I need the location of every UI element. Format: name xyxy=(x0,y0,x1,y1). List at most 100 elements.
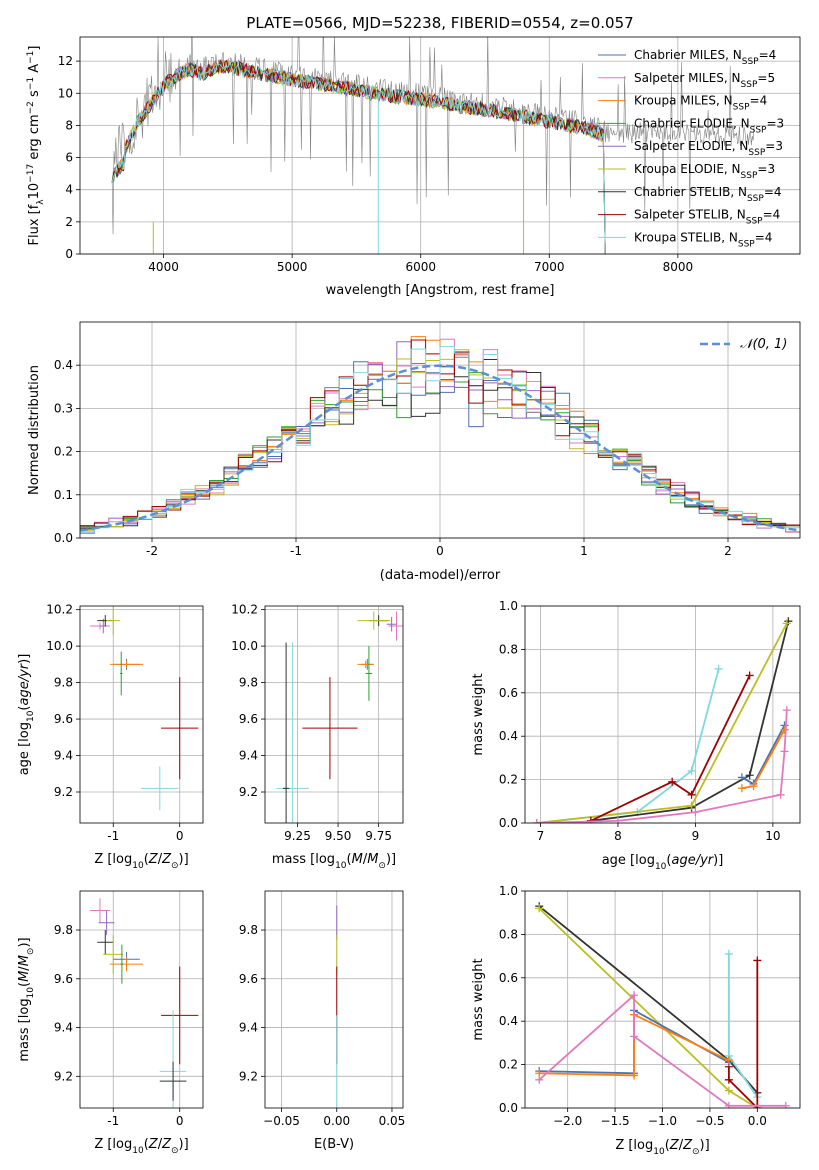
x-tick-label: -1 xyxy=(107,829,119,843)
mass-weight-line xyxy=(536,710,788,823)
x-tick-label: −0.05 xyxy=(263,1114,300,1128)
y-tick-label: 10.0 xyxy=(231,639,258,653)
y-tick-label: 0.8 xyxy=(499,927,518,941)
x-tick-label: 7000 xyxy=(534,260,565,274)
mass-weight-marker xyxy=(724,1101,733,1108)
y-tick-label: 0 xyxy=(65,247,73,261)
y-tick-label: 9.6 xyxy=(54,712,73,726)
mass-weight-marker xyxy=(724,1086,733,1095)
plot-area xyxy=(89,606,199,811)
legend-entry: 𝒩(0, 1) xyxy=(740,337,787,352)
y-tick-label: 0.0 xyxy=(499,816,518,830)
x-tick-label: −1.5 xyxy=(601,1114,630,1128)
y-tick-label: 9.6 xyxy=(239,972,258,986)
y-tick-label: 0.8 xyxy=(499,642,518,656)
mass-weight-marker xyxy=(745,671,754,680)
y-tick-label: 4 xyxy=(65,183,73,197)
y-tick-label: 9.6 xyxy=(54,972,73,986)
grid xyxy=(265,606,403,823)
mass-weight-marker xyxy=(724,949,733,958)
y-tick-label: 0.4 xyxy=(54,358,73,372)
x-axis-label: Z [log10(Z/Z⊙)] xyxy=(94,1137,188,1156)
axes-frame xyxy=(79,605,204,824)
x-tick-label: 10 xyxy=(765,829,780,843)
axes-frame xyxy=(524,890,801,1109)
y-tick-label: 10.2 xyxy=(231,603,258,617)
spectrum-panel: 4000 5000 6000 7000 8000 0 2 4 6 8 10 12 wavelength … xyxy=(26,36,801,298)
y-tick-label: 1.0 xyxy=(499,599,518,613)
y-tick-label: 0.0 xyxy=(54,531,73,545)
y-tick-label: 1.0 xyxy=(499,884,518,898)
legend-entry: Chabrier MILES, NSSP=4 xyxy=(634,48,776,67)
mass-weight-line xyxy=(539,1013,730,1077)
mass-weight-marker xyxy=(780,725,789,734)
legend-entry: Salpeter MILES, NSSP=5 xyxy=(634,71,775,90)
y-tick-label: 2 xyxy=(65,215,73,229)
plot-area xyxy=(535,902,790,1108)
x-tick-label: 8 xyxy=(614,829,622,843)
grid xyxy=(525,890,800,1109)
y-tick-label: 9.2 xyxy=(239,785,258,799)
y-tick-label: 10.0 xyxy=(46,639,73,653)
x-axis-label: wavelength [Angstrom, rest frame] xyxy=(326,283,555,298)
mass-weight-marker xyxy=(745,771,754,780)
y-tick-label: 9.2 xyxy=(54,1069,73,1083)
histogram-panel: -2 -1 0 1 2 0.0 0.1 0.2 0.3 0.4 (data-model)/error… xyxy=(27,321,801,583)
mass-weight-line xyxy=(538,907,758,1108)
x-tick-label: -2 xyxy=(146,544,158,558)
y-tick-label: 12 xyxy=(58,54,73,68)
mass-weight-marker xyxy=(737,773,746,782)
mass-weight-marker xyxy=(781,1101,790,1108)
y-tick-label: 9.2 xyxy=(54,785,73,799)
axes-frame xyxy=(524,605,801,824)
y-tick-label: 9.4 xyxy=(54,1021,73,1035)
x-axis-label: (data-model)/error xyxy=(380,568,501,583)
y-tick-label: 10.2 xyxy=(46,603,73,617)
spectrum-legend: Chabrier MILES, NSSP=4 Salpeter MILES, NS… xyxy=(598,48,784,249)
histogram-step xyxy=(80,366,800,529)
y-tick-label: 9.6 xyxy=(239,712,258,726)
y-tick-label: 0.4 xyxy=(499,729,518,743)
plot-area xyxy=(89,898,199,1108)
legend-entry: Kroupa ELODIE, NSSP=3 xyxy=(634,162,775,181)
y-tick-label: 9.4 xyxy=(239,1021,258,1035)
x-tick-label: 0 xyxy=(176,1114,184,1128)
mass-weight-marker xyxy=(687,801,696,810)
legend-entry: Chabrier STELIB, NSSP=4 xyxy=(634,185,782,204)
ebv-mass-panel: −0.05 0.00 0.05 9.2 9.4 9.6 9.8 E(B-V) xyxy=(239,890,406,1152)
mass-weight-line xyxy=(590,620,790,822)
y-tick-label: 6 xyxy=(65,151,73,165)
x-tick-label: 0.05 xyxy=(379,1114,406,1128)
x-axis-label: mass [log10(M/M⊙)] xyxy=(272,852,396,871)
y-tick-label: 0.3 xyxy=(54,401,73,415)
x-tick-label: −0.5 xyxy=(695,1114,724,1128)
axes-frame xyxy=(264,605,404,824)
x-tick-label: 1 xyxy=(580,544,588,558)
mass-weight-marker xyxy=(630,1071,639,1080)
mass-weight-marker xyxy=(714,664,723,673)
mass-weight-marker xyxy=(780,747,789,756)
x-tick-label: 0 xyxy=(436,544,444,558)
x-tick-label: 9.25 xyxy=(284,829,311,843)
mass-weight-marker xyxy=(687,790,696,799)
legend-entry: Salpeter ELODIE, NSSP=3 xyxy=(634,139,783,158)
y-tick-label: 0.2 xyxy=(499,1058,518,1072)
x-tick-label: 4000 xyxy=(148,260,179,274)
y-tick-label: 0.0 xyxy=(499,1101,518,1115)
y-tick-label: 0.6 xyxy=(499,686,518,700)
mass-weight-marker xyxy=(535,904,544,913)
grid xyxy=(265,891,403,1108)
mass-weight-marker xyxy=(535,1075,544,1084)
y-tick-label: 0.6 xyxy=(499,971,518,985)
mass-weight-line xyxy=(727,953,759,1098)
x-tick-label: 0.00 xyxy=(323,1114,350,1128)
model-spectrum-line xyxy=(111,60,606,254)
y-axis-label: age [log10(age/yr)] xyxy=(17,654,36,776)
mass-weight-marker xyxy=(691,808,700,817)
grid xyxy=(525,605,800,824)
mass-weight-line xyxy=(590,675,751,822)
x-axis-label: Z [log10(Z/Z⊙)] xyxy=(615,1138,709,1157)
mass-weight-marker xyxy=(749,782,758,791)
plot-area xyxy=(532,617,793,823)
